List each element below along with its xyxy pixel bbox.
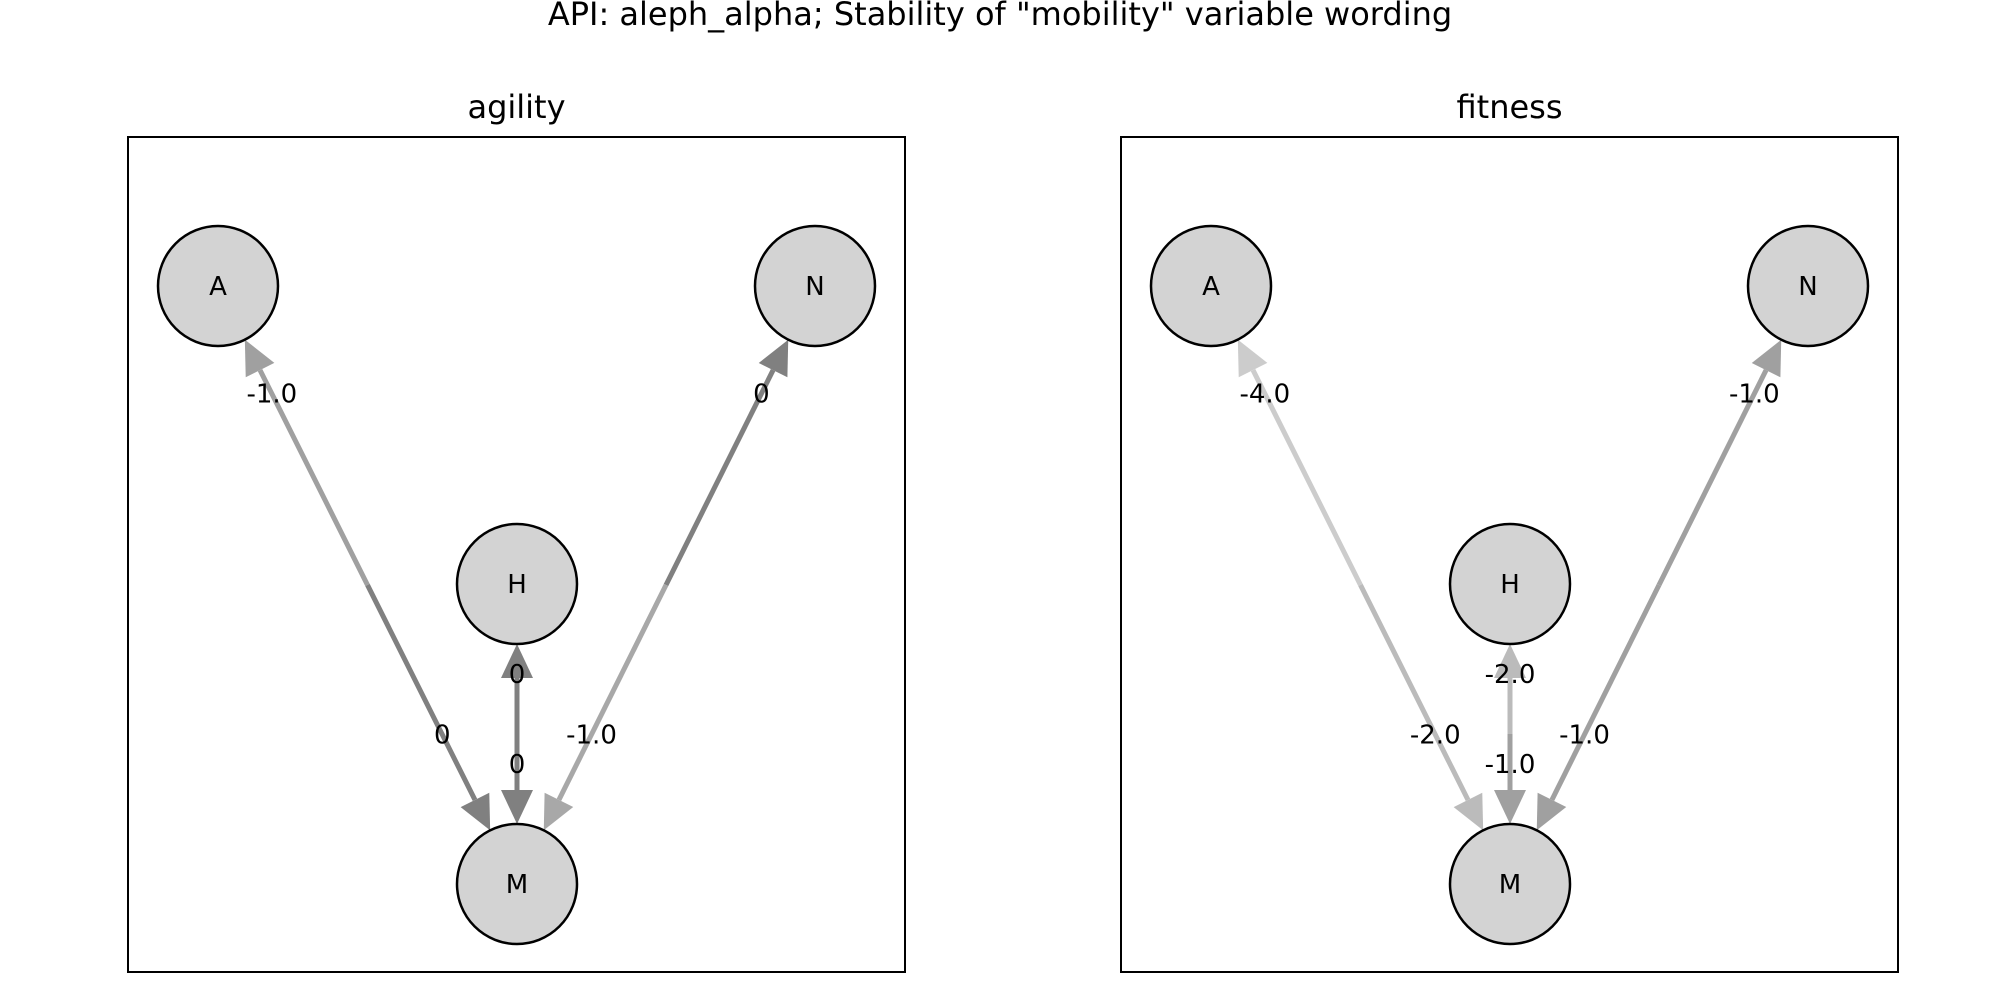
node-circle [455, 822, 579, 946]
arrowhead [543, 792, 574, 831]
node-circle [753, 224, 877, 348]
edge-M-to-N [663, 339, 789, 587]
edge-label-M-to-H: -2.0 [1485, 660, 1536, 690]
panel-agility: agility -1.0 0 0 -1.0 0 0 A N H M [127, 88, 906, 973]
edge-H-to-M [501, 734, 533, 824]
panel-title: fitness [1456, 88, 1562, 126]
panel-frame [127, 136, 906, 973]
edge-label-M-to-N: 0 [753, 380, 770, 410]
nodes: A N H M [1149, 224, 1870, 946]
nodes: A N H M [156, 224, 877, 946]
node-circle [156, 224, 280, 348]
edge-label-N-to-M: -1.0 [1559, 721, 1610, 751]
edge-labels: -4.0 -2.0 -1.0 -1.0 -2.0 -1.0 [1239, 380, 1779, 780]
node-A: A [1149, 224, 1273, 348]
edge-line [1549, 583, 1662, 801]
edges [244, 339, 789, 831]
edge-A-to-M [365, 583, 491, 831]
arrowhead [1453, 792, 1484, 831]
edge-M-to-H [1494, 644, 1526, 734]
edge-M-to-H [501, 644, 533, 734]
arrowhead [1536, 792, 1567, 831]
edge-labels: -1.0 0 0 -1.0 0 0 [246, 380, 769, 780]
node-A: A [156, 224, 280, 348]
node-label: H [507, 570, 527, 600]
panel-fitness: fitness -4.0 -2.0 -1.0 -1.0 -2.0 -1.0 A N H M [1120, 88, 1899, 973]
arrowhead [460, 792, 491, 831]
edge-line [556, 583, 669, 801]
node-M: M [455, 822, 579, 946]
node-circle [1149, 224, 1273, 348]
edge-M-to-A [244, 339, 370, 587]
edge-label-H-to-M: -1.0 [1485, 750, 1536, 780]
node-circle [1746, 224, 1870, 348]
edge-line [257, 368, 370, 587]
node-M: M [1448, 822, 1572, 946]
edge-label-H-to-M: 0 [509, 750, 526, 780]
panel-title: agility [467, 88, 565, 126]
panel-frame [1120, 136, 1899, 973]
edge-A-to-M [1358, 583, 1484, 831]
node-circle [455, 522, 579, 646]
edges [1237, 339, 1782, 831]
edge-label-A-to-M: -2.0 [1410, 721, 1461, 751]
edge-label-M-to-A: -4.0 [1239, 380, 1290, 410]
node-N: N [1746, 224, 1870, 348]
edge-line [1250, 368, 1363, 587]
arrowhead [1751, 339, 1782, 378]
edge-N-to-M [543, 583, 669, 831]
edge-label-N-to-M: -1.0 [566, 721, 617, 751]
arrowhead [1494, 790, 1526, 824]
node-circle [1448, 822, 1572, 946]
arrowhead [1494, 644, 1526, 678]
edge-M-to-A [1237, 339, 1363, 587]
edge-H-to-M [1494, 734, 1526, 824]
arrowhead [501, 644, 533, 678]
edge-line [663, 369, 776, 587]
edge-label-M-to-A: -1.0 [246, 380, 297, 410]
edge-label-M-to-H: 0 [509, 660, 526, 690]
edge-label-M-to-N: -1.0 [1729, 380, 1780, 410]
node-label: N [805, 272, 824, 302]
edge-line [1358, 583, 1471, 802]
node-label: M [506, 870, 528, 900]
edge-label-A-to-M: 0 [434, 721, 451, 751]
node-label: A [1202, 272, 1220, 302]
node-H: H [455, 522, 579, 646]
node-label: N [1798, 272, 1817, 302]
edge-M-to-N [1656, 339, 1782, 587]
node-label: H [1500, 570, 1520, 600]
node-H: H [1448, 522, 1572, 646]
node-label: M [1499, 870, 1521, 900]
arrowhead [244, 339, 275, 378]
figure-title: API: aleph_alpha; Stability of "mobility… [548, 0, 1452, 33]
node-N: N [753, 224, 877, 348]
edge-line [1656, 369, 1769, 587]
arrowhead [501, 790, 533, 824]
arrowhead [758, 339, 789, 378]
node-label: A [209, 272, 227, 302]
edge-N-to-M [1536, 583, 1662, 831]
edge-line [365, 583, 478, 802]
arrowhead [1237, 339, 1268, 378]
node-circle [1448, 522, 1572, 646]
